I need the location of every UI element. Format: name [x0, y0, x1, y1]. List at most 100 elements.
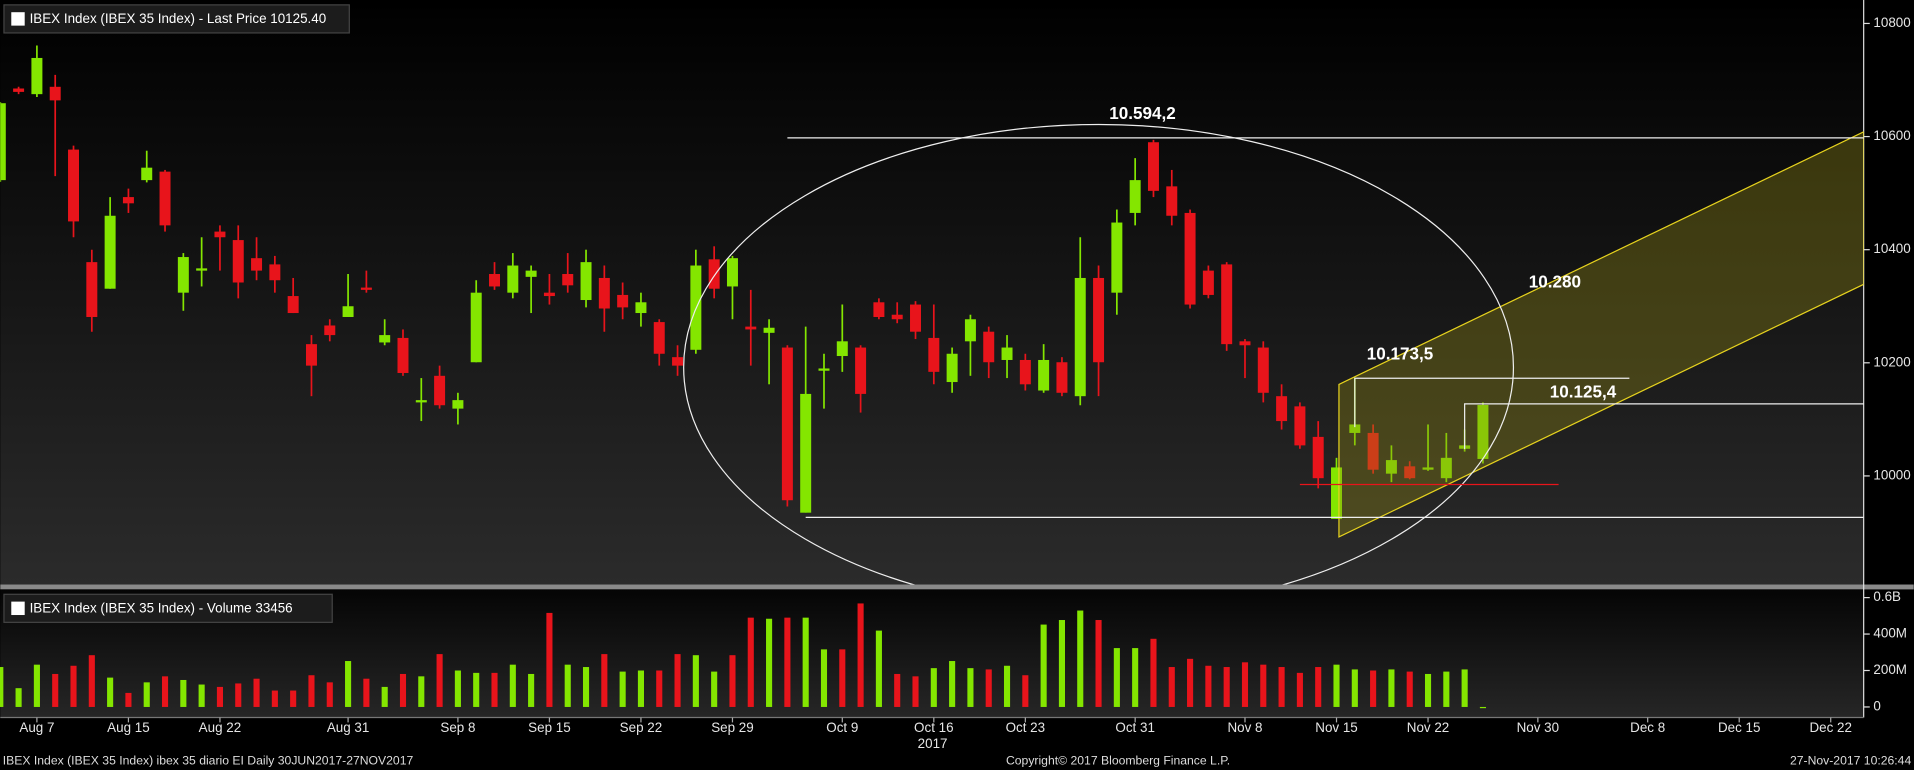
volume-bar	[1058, 620, 1065, 707]
volume-bar	[1278, 667, 1285, 707]
volume-bar	[52, 673, 59, 707]
candle-body	[1166, 186, 1178, 216]
volume-bar	[582, 667, 590, 707]
candle-body	[434, 375, 446, 406]
x-tick-label: Nov 30	[1517, 720, 1559, 735]
volume-bar	[271, 690, 278, 707]
volume-bar	[637, 670, 644, 707]
volume-bar	[33, 664, 40, 707]
candle-body	[672, 357, 684, 366]
x-tick-label: Oct 9	[826, 720, 858, 735]
candle-body	[507, 265, 519, 293]
volume-bar	[985, 669, 992, 707]
volume-bar	[949, 661, 956, 707]
volume-bar	[1479, 706, 1486, 709]
candle-body	[836, 341, 848, 357]
candle-body	[1440, 457, 1452, 479]
volume-bar	[125, 692, 132, 707]
x-tick-label: Dec 8	[1630, 720, 1665, 735]
x-tick-label: Nov 22	[1407, 720, 1449, 735]
year-label: 2017	[918, 736, 948, 751]
volume-bar	[912, 676, 919, 707]
volume-bar	[88, 655, 95, 707]
volume-bar	[180, 679, 187, 707]
y-tick-label: 10400	[1873, 241, 1910, 256]
y-tick-label: 10600	[1873, 128, 1910, 143]
candle-body	[1385, 460, 1397, 474]
level-line	[1354, 377, 1630, 428]
volume-bar	[692, 655, 699, 707]
candle-body	[635, 302, 647, 314]
volume-bar	[15, 688, 22, 707]
x-tick-label: Nov 8	[1227, 720, 1262, 735]
candle-body	[1038, 359, 1050, 391]
y-tick-label: 400M	[1873, 626, 1907, 641]
candle-body	[470, 292, 482, 363]
candle-body	[873, 302, 885, 317]
candle-body	[196, 268, 208, 271]
volume-bar	[253, 678, 260, 707]
candle-body	[342, 306, 354, 317]
candle-body	[1221, 264, 1233, 345]
volume-bar	[161, 676, 169, 707]
candle-body	[781, 347, 793, 501]
x-tick-label: Sep 22	[620, 720, 663, 735]
x-tick-label: Aug 7	[19, 720, 54, 735]
volume-bar	[308, 675, 315, 707]
volume-bar	[1388, 669, 1395, 707]
highlight-ellipse	[683, 123, 1514, 585]
volume-bar	[1003, 665, 1011, 707]
footer-left: IBEX Index (IBEX 35 Index) ibex 35 diari…	[3, 754, 414, 768]
volume-bar	[1241, 662, 1249, 707]
candle-body	[726, 258, 738, 287]
candle-body	[946, 353, 958, 383]
footer-right: 27-Nov-2017 10:26:44	[1790, 754, 1912, 768]
candle-body	[1001, 347, 1013, 360]
candle-body	[543, 292, 555, 297]
legend-swatch	[11, 12, 25, 26]
candle-body	[177, 257, 189, 293]
candle-body	[562, 274, 574, 286]
volume-bar	[473, 672, 480, 707]
volume-bar	[1443, 671, 1450, 707]
candle-body	[159, 171, 171, 226]
candle-body	[910, 304, 922, 332]
volume-bar	[509, 664, 516, 707]
candle-body	[1367, 432, 1379, 470]
candle-body	[1056, 362, 1068, 393]
candle-body	[525, 270, 537, 277]
volume-bar	[198, 684, 205, 707]
volume-bar	[1113, 648, 1120, 707]
candle-body	[324, 325, 336, 336]
volume-bar	[235, 683, 242, 707]
volume-bar	[454, 670, 461, 707]
candles	[0, 45, 1489, 519]
candle-body	[1184, 212, 1196, 305]
volume-bar	[656, 670, 663, 707]
candle-body	[0, 103, 6, 181]
volume-bar	[839, 649, 846, 707]
candle-body	[1294, 406, 1306, 446]
volume-bar	[729, 655, 736, 707]
footer-center: Copyright© 2017 Bloomberg Finance L.P.	[1006, 754, 1230, 768]
candle-body	[1202, 270, 1214, 295]
volume-bar	[1223, 667, 1230, 707]
volume-bar	[1424, 673, 1432, 707]
volume-bar	[528, 673, 535, 707]
volume-bar	[363, 678, 370, 707]
volume-bar	[216, 686, 223, 707]
annotation: 10.125,4	[1550, 382, 1617, 401]
candle-body	[68, 149, 80, 222]
volume-bar	[857, 603, 864, 707]
y-tick-label: 0	[1873, 699, 1880, 714]
volume-bar	[1040, 624, 1047, 707]
candle-body	[287, 296, 299, 314]
volume-bar	[930, 668, 937, 707]
level-line	[1464, 403, 1864, 450]
candle-body	[617, 294, 629, 308]
annotation: 10.173,5	[1367, 345, 1434, 364]
candle-body	[1477, 404, 1489, 459]
candle-body	[928, 337, 940, 372]
